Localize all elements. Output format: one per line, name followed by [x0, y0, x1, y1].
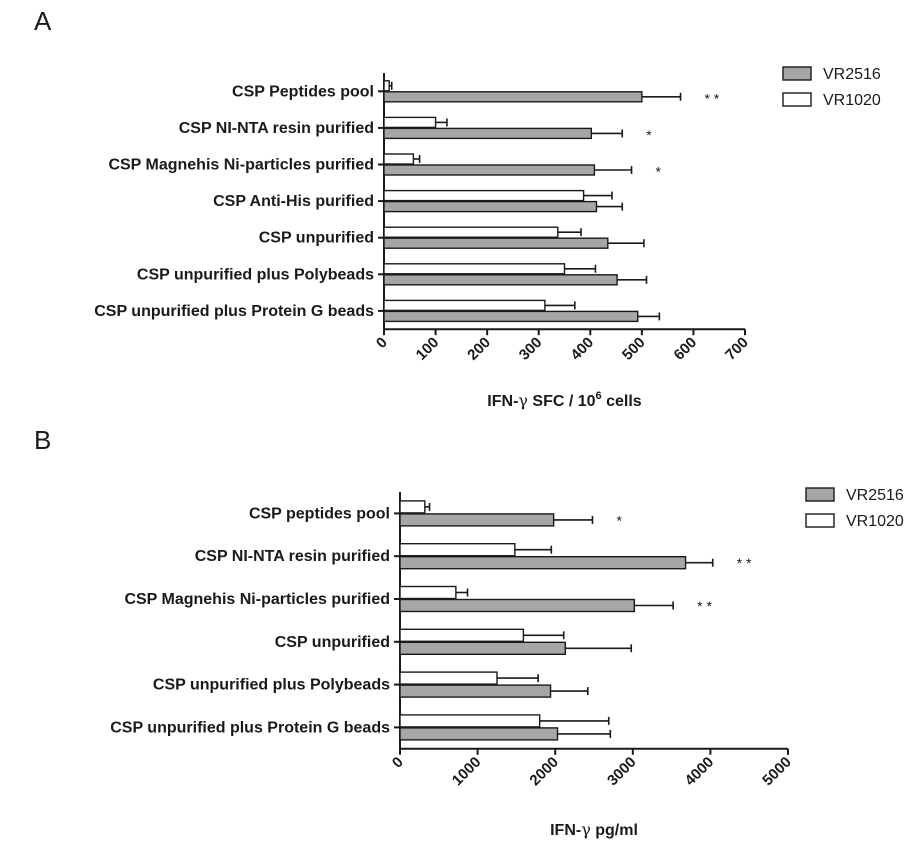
panel-a-x-tick-label: 600: [671, 334, 701, 364]
panel-b-significance-marker: *: [616, 512, 622, 528]
panel-a-bar-vr1020: [383, 153, 415, 165]
panel-a-significance-marker: *: [646, 127, 652, 143]
panel-a-bar-vr2516: [383, 127, 593, 140]
panel-b-category-label: CSP unpurified: [275, 634, 390, 651]
panel-a-bar-vr1020: [383, 116, 437, 129]
panel-a-significance-marker: *: [656, 164, 662, 180]
panel-b-x-tick-label: 3000: [604, 754, 640, 790]
panel-b-bar-vr1020: [399, 543, 516, 557]
panel-b-significance-marker: * *: [737, 555, 752, 571]
panel-a-category-label: CSP NI-NTA resin purified: [179, 120, 374, 137]
panel-a-bar-vr2516: [383, 310, 639, 323]
panel-a-category-label: CSP unpurified plus Protein G beads: [94, 303, 374, 320]
panel-a-bar-vr2516: [383, 274, 618, 286]
panel-b-x-tick-label: 4000: [682, 754, 718, 790]
panel-a-legend-label: VR2516: [823, 66, 881, 83]
panel-a-category-label: CSP Anti-His purified: [213, 193, 374, 210]
panel-a-bar-vr1020: [383, 189, 585, 202]
panel-b-bar-vr2516: [399, 641, 566, 655]
panel-b-legend-label: VR1020: [846, 513, 904, 530]
panel-b-bar-vr2516: [399, 684, 552, 698]
panel-b-category-label: CSP unpurified plus Polybeads: [153, 677, 390, 694]
panel-b-category-label: CSP NI-NTA resin purified: [195, 548, 390, 565]
panel-a-x-axis-label: IFN-γ SFC / 106 cells: [487, 390, 642, 410]
panel-b-bar-vr1020: [399, 585, 457, 600]
panel-a-x-tick-label: 100: [413, 334, 443, 364]
panel-b-bar-vr2516: [399, 556, 687, 570]
panel-b-bar-vr2516: [399, 513, 555, 527]
panel-a-letter: A: [34, 6, 52, 36]
panel-b-legend-swatch: [805, 487, 835, 502]
panel-b-bar-vr1020: [399, 714, 541, 728]
panel-b-bar-vr1020: [399, 628, 525, 642]
panel-a-category-label: CSP Peptides pool: [232, 83, 374, 100]
panel-a-legend-swatch: [782, 66, 812, 81]
panel-a-category-label: CSP unpurified plus Polybeads: [137, 266, 374, 283]
panel-a-category-label: CSP Magnehis Ni-particles purified: [108, 157, 374, 174]
panel-a-legend-label: VR1020: [823, 92, 881, 109]
panel-a-bar-vr1020: [383, 80, 390, 92]
panel-b-category-label: CSP peptides pool: [249, 505, 390, 522]
panel-a-bar-vr2516: [383, 200, 598, 213]
panel-b-letter: B: [34, 425, 51, 455]
panel-b-bar-vr2516: [399, 598, 636, 613]
panel-b-significance-marker: * *: [697, 598, 712, 614]
panel-b-x-tick-label: 5000: [759, 754, 795, 790]
panel-a-chart: A 0 100 200 300 400 500 600 700 IFN-γ SFC / 106 c…: [34, 6, 881, 410]
panel-a-x-tick-label: 500: [619, 334, 649, 364]
panel-b-category-label: CSP Magnehis Ni-particles purified: [124, 591, 390, 608]
panel-a-bar-vr1020: [383, 299, 546, 312]
panel-a-x-tick-label: 0: [373, 334, 391, 352]
panel-b-x-axis-label: IFN-γ pg/ml: [550, 820, 638, 839]
panel-b-x-tick-label: 2000: [526, 754, 562, 790]
panel-a-category-label: CSP unpurified: [259, 230, 374, 247]
panel-a-significance-marker: * *: [705, 90, 720, 106]
panel-a-bar-vr1020: [383, 263, 566, 275]
panel-b-bar-vr2516: [399, 727, 559, 741]
panel-a-x-tick-label: 300: [516, 334, 546, 364]
panel-b-x-tick-label: 0: [389, 754, 407, 772]
panel-a-x-tick-label: 400: [567, 334, 597, 364]
panel-a-bar-vr2516: [383, 164, 596, 176]
panel-a-x-tick-label: 700: [722, 334, 752, 364]
panel-a-bar-vr1020: [383, 226, 559, 238]
panel-b-legend-swatch: [805, 513, 835, 528]
panel-b-legend-label: VR2516: [846, 487, 904, 504]
panel-b-bar-vr1020: [399, 671, 498, 685]
panel-a-bar-vr2516: [383, 91, 643, 103]
panel-b-bar-vr1020: [399, 500, 426, 514]
panel-b-chart: B 0 1000 2000 3000 4000 5000 IFN-γ pg/ml CSP pep…: [34, 425, 904, 839]
panel-b-x-tick-label: 1000: [449, 754, 485, 790]
panel-a-bar-vr2516: [383, 237, 609, 249]
panel-a-legend-swatch: [782, 92, 812, 107]
panel-a-x-tick-label: 200: [464, 334, 494, 364]
panel-b-category-label: CSP unpurified plus Protein G beads: [110, 719, 390, 736]
